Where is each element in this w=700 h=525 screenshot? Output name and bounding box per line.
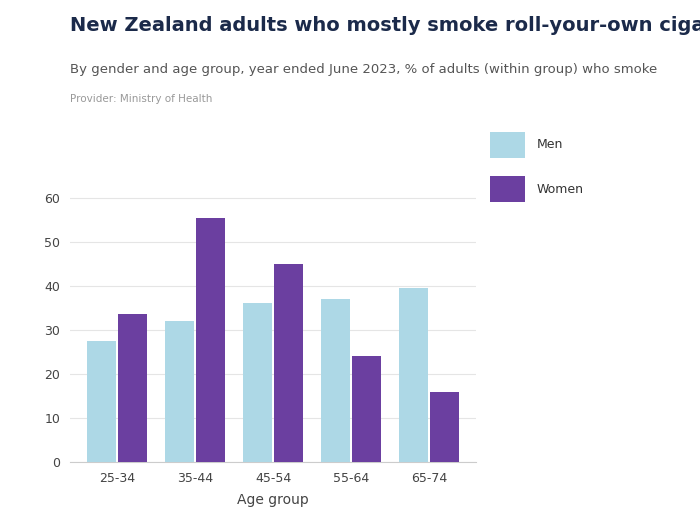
- Bar: [274, 264, 303, 462]
- Bar: [87, 341, 116, 462]
- Bar: [430, 392, 459, 462]
- Bar: [352, 356, 381, 462]
- FancyBboxPatch shape: [490, 176, 525, 203]
- Text: Provider: Ministry of Health: Provider: Ministry of Health: [70, 94, 212, 104]
- Bar: [196, 218, 225, 462]
- Text: figure.nz: figure.nz: [587, 34, 663, 48]
- Text: Men: Men: [537, 138, 564, 151]
- Bar: [165, 321, 194, 462]
- Bar: [243, 303, 272, 462]
- Bar: [118, 314, 147, 462]
- Bar: [321, 299, 350, 462]
- Text: By gender and age group, year ended June 2023, % of adults (within group) who sm: By gender and age group, year ended June…: [70, 63, 657, 76]
- Text: New Zealand adults who mostly smoke roll-your-own cigarettes: New Zealand adults who mostly smoke roll…: [70, 16, 700, 35]
- FancyBboxPatch shape: [490, 132, 525, 158]
- Text: Women: Women: [537, 183, 584, 196]
- Bar: [399, 288, 428, 462]
- X-axis label: Age group: Age group: [237, 493, 309, 507]
